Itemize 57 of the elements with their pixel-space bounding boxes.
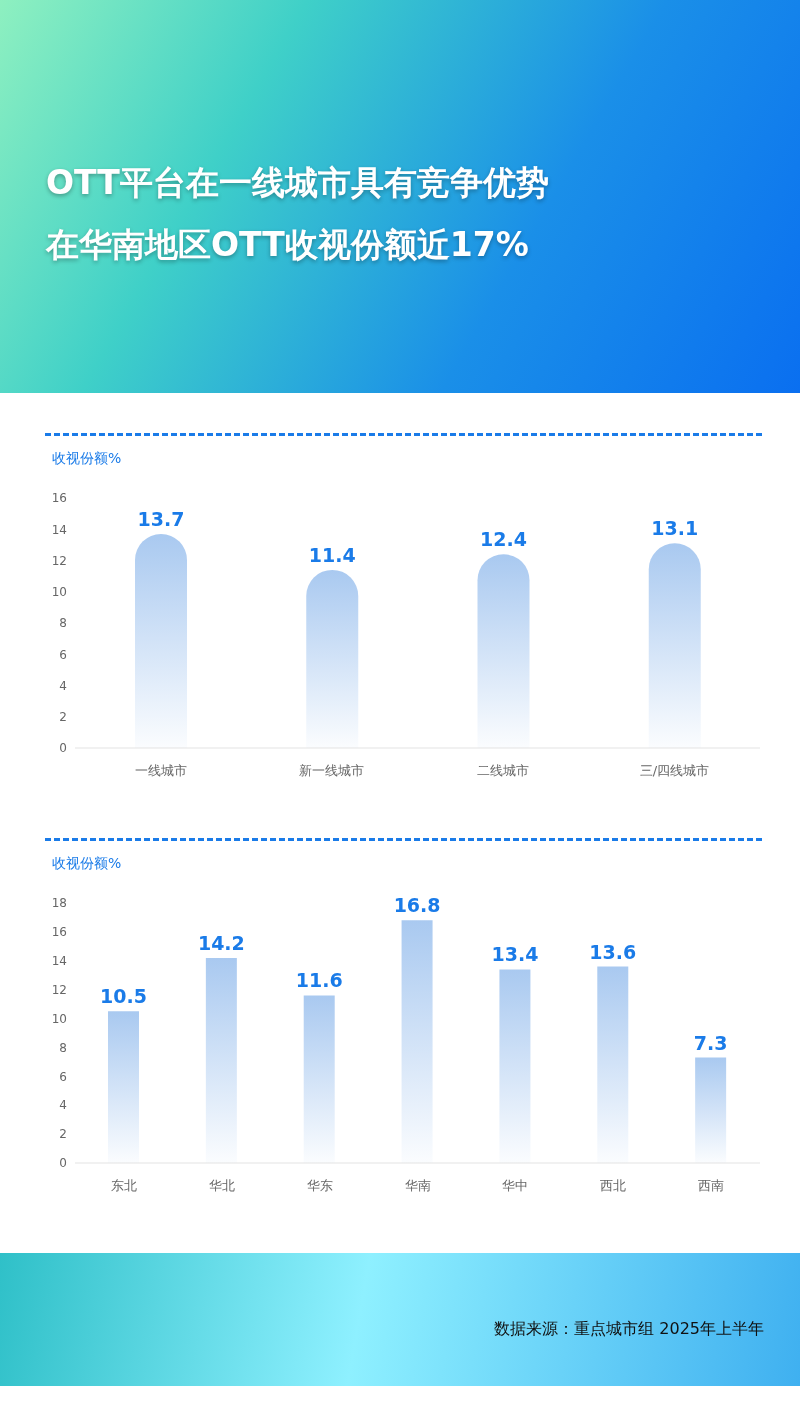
x-tick-label: 三/四线城市 [639,763,710,779]
y-tick-label: 2 [59,710,67,725]
data-label: 11.4 [308,543,356,566]
x-tick-label: 西南 [698,1178,725,1194]
data-label: 14.2 [197,931,245,954]
y-tick-label: 10 [51,585,67,600]
data-label: 13.1 [651,517,699,540]
y-tick-label: 4 [59,1098,67,1113]
y-axis-title: 收视份额% [52,450,123,468]
y-tick-label: 14 [51,954,67,969]
data-label: 13.6 [589,940,637,963]
bar [648,543,701,748]
x-tick-label: 华北 [208,1178,235,1194]
data-label: 13.7 [137,507,185,530]
bar [477,554,530,748]
y-tick-label: 0 [59,1156,67,1171]
bar [597,966,629,1163]
source-note: 数据来源：重点城市组 2025年上半年 [494,1319,764,1340]
y-tick-label: 6 [59,647,67,662]
bar [401,920,433,1163]
y-tick-label: 12 [51,553,67,568]
bar [306,569,359,748]
y-tick-label: 0 [59,741,67,756]
bar [205,957,237,1163]
y-tick-label: 16 [51,925,67,940]
bar [695,1057,727,1163]
data-label: 12.4 [480,528,527,551]
chart-subtitle: 在华南地区OTT收视份额近17% [46,224,530,266]
x-tick-label: 华东 [306,1178,333,1194]
data-label: 13.4 [491,943,539,966]
y-tick-label: 8 [59,616,67,631]
data-label: 10.5 [100,985,147,1008]
y-tick-label: 14 [51,522,67,537]
bar [303,995,335,1163]
y-axis-title: 收视份额% [52,855,123,873]
y-tick-label: 6 [59,1069,67,1084]
x-tick-label: 华南 [404,1178,431,1194]
x-tick-label: 新一线城市 [299,763,365,779]
chart-title: OTT平台在一线城市具有竞争优势 [46,162,549,204]
y-tick-label: 8 [59,1040,67,1055]
data-label: 16.8 [393,894,441,917]
bar [499,969,531,1163]
data-label: 7.3 [693,1031,728,1054]
bar [108,1011,139,1163]
bar [135,533,187,748]
x-tick-label: 西北 [600,1178,627,1194]
y-tick-label: 10 [51,1011,67,1026]
data-label: 11.6 [295,969,343,992]
y-tick-label: 12 [51,982,67,997]
y-tick-label: 16 [51,491,67,506]
y-tick-label: 18 [51,896,67,911]
x-tick-label: 华中 [502,1178,529,1194]
x-tick-label: 一线城市 [134,763,187,779]
y-tick-label: 4 [59,678,67,693]
x-tick-label: 东北 [110,1178,137,1194]
x-tick-label: 二线城市 [477,763,530,779]
y-tick-label: 2 [59,1127,67,1142]
